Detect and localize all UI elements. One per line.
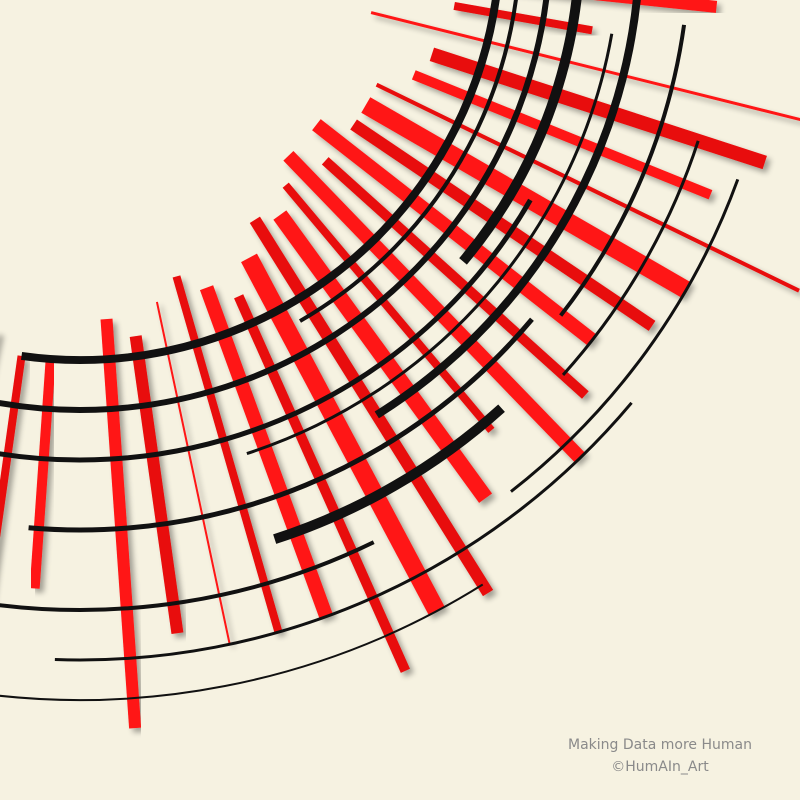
black-arc [0, 540, 375, 612]
red-bar [411, 70, 713, 200]
red-bar [100, 318, 142, 729]
black-arc [510, 178, 740, 493]
red-bar [593, 0, 718, 13]
red-bar [249, 216, 494, 597]
black-arc [54, 401, 633, 662]
red-bar [282, 182, 495, 433]
black-arc [273, 404, 505, 544]
black-arc [459, 0, 582, 265]
black-arc [0, 583, 484, 701]
black-arc [20, 0, 500, 364]
red-bar [429, 47, 767, 170]
red-bar [370, 11, 800, 122]
red-bar [321, 157, 589, 399]
black-arc [374, 0, 641, 419]
red-bar [199, 285, 333, 619]
black-arc [0, 198, 533, 463]
red-bar [312, 119, 597, 346]
black-concentric-arcs [0, 0, 740, 701]
red-bar [172, 275, 283, 634]
red-bar [241, 253, 445, 616]
red-radial-bars [0, 0, 800, 729]
black-arc [246, 33, 614, 455]
caption: Making Data more Human ©HumAIn_Art [540, 734, 780, 778]
black-arc [298, 0, 518, 323]
red-bar [29, 358, 56, 589]
red-bar [155, 301, 231, 645]
red-bar [129, 335, 184, 635]
red-bar [361, 97, 691, 298]
caption-copyright: ©HumAIn_Art [611, 759, 709, 775]
red-bar [375, 82, 800, 293]
black-arc [559, 24, 687, 317]
red-bar [234, 294, 410, 673]
red-bar [283, 150, 586, 463]
red-bar [350, 119, 656, 331]
black-arc [0, 0, 550, 413]
caption-tagline: Making Data more Human [568, 737, 752, 753]
black-arc [28, 317, 534, 533]
black-arc [561, 140, 700, 376]
